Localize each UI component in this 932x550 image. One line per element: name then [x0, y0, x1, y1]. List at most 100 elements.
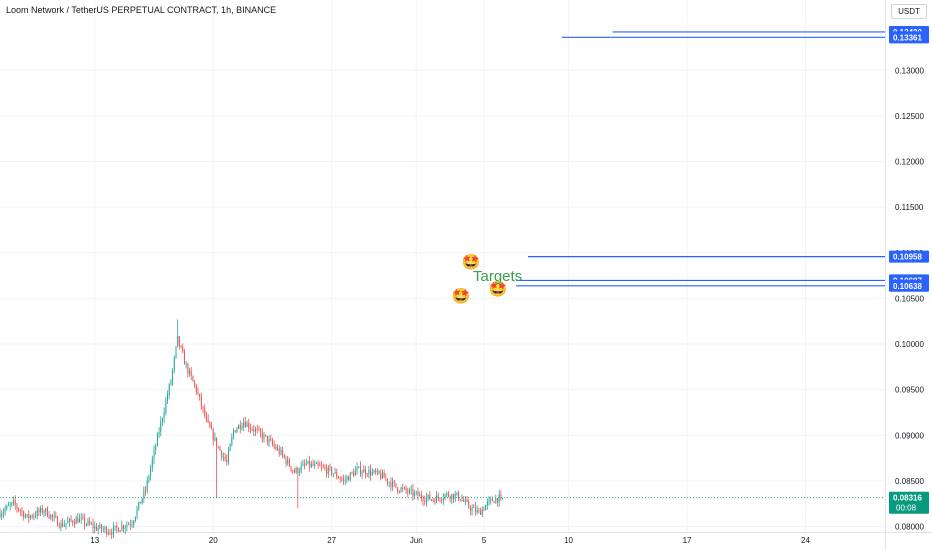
candle-body: [348, 476, 350, 481]
candle-body: [205, 416, 207, 419]
currency-button[interactable]: USDT: [891, 4, 927, 19]
candle-body: [483, 509, 485, 511]
candle-body: [310, 463, 312, 467]
candle-body: [107, 532, 109, 534]
candle-body: [136, 508, 138, 517]
candle-body: [114, 525, 116, 527]
candle-body: [478, 509, 480, 511]
candle-body: [315, 463, 317, 464]
candle-body: [309, 460, 311, 467]
candle-body: [95, 526, 97, 531]
candle-body: [263, 434, 265, 439]
candle-body: [458, 492, 460, 500]
candle-body: [70, 518, 72, 521]
candle-body: [111, 532, 113, 535]
candle-body: [13, 500, 15, 503]
candle-body: [260, 429, 262, 433]
candle-body: [277, 448, 279, 450]
candle-body: [68, 518, 70, 522]
candle-body: [211, 427, 213, 430]
candle-body: [104, 527, 106, 530]
candle-body: [75, 518, 77, 524]
candle-body: [185, 364, 187, 366]
candle-body: [383, 472, 385, 478]
candle-body: [182, 347, 184, 353]
candle-body: [471, 508, 473, 512]
candle-body: [327, 466, 329, 474]
candle-body: [84, 517, 86, 525]
candle-body: [366, 474, 368, 476]
candle-body: [332, 473, 334, 475]
candle-body: [446, 492, 448, 495]
candle-body: [72, 520, 74, 524]
candle-body: [219, 446, 221, 451]
candle-body: [341, 479, 343, 481]
candle-body: [331, 467, 333, 475]
candle-body: [236, 428, 238, 433]
candle-body: [101, 524, 103, 530]
candle-body: [165, 400, 167, 413]
candle-body: [160, 421, 162, 433]
candle-body: [283, 454, 285, 458]
candle-body: [425, 497, 427, 502]
star-struck-emoji-icon: 🤩: [452, 287, 471, 305]
candle-body: [439, 497, 441, 500]
candle-body: [454, 494, 456, 500]
y-tick-label: 0.08000: [895, 523, 924, 532]
candle-body: [163, 412, 165, 419]
candle-body: [183, 352, 185, 365]
candle-body: [209, 422, 211, 428]
candle-body: [178, 336, 180, 346]
candle-body: [431, 499, 433, 501]
candle-body: [476, 509, 478, 513]
candle-body: [112, 526, 114, 535]
candle-body: [231, 436, 233, 445]
candle-body: [427, 494, 429, 498]
candle-body: [28, 514, 30, 518]
candle-body: [233, 430, 235, 437]
candle-body: [7, 505, 9, 507]
candle-body: [224, 456, 226, 460]
candle-body: [239, 424, 241, 429]
candle-body: [55, 515, 57, 517]
candle-body: [343, 479, 345, 481]
candle-body: [187, 364, 189, 374]
candle-body: [126, 524, 128, 528]
candle-body: [121, 525, 123, 531]
candle-body: [288, 459, 290, 467]
candle-body: [41, 507, 43, 513]
candle-body: [485, 505, 487, 511]
candle-body: [336, 472, 338, 478]
candle-body: [444, 494, 446, 499]
candle-body: [221, 450, 223, 458]
candle-body: [354, 470, 356, 476]
candle-body: [410, 489, 412, 491]
candle-body: [304, 463, 306, 465]
y-tick-label: 0.10500: [895, 294, 924, 303]
candle-body: [422, 498, 424, 501]
candle-body: [90, 523, 92, 525]
candle-body: [31, 515, 33, 517]
candle-body: [2, 511, 4, 515]
candle-body: [256, 429, 258, 431]
candle-body: [124, 527, 126, 529]
candle-body: [464, 499, 466, 502]
candle-body: [73, 523, 75, 524]
candle-body: [9, 504, 11, 506]
star-struck-emoji-icon: 🤩: [489, 280, 508, 298]
candle-body: [491, 498, 493, 502]
candle-body: [419, 494, 421, 497]
y-tick-label: 0.12000: [895, 158, 924, 167]
candle-body: [63, 524, 65, 527]
candle-body: [297, 467, 299, 473]
candle-body: [414, 492, 416, 496]
candle-body: [244, 422, 246, 427]
candle-body: [158, 432, 160, 435]
candle-body: [97, 528, 99, 531]
candle-body: [251, 428, 253, 430]
candle-body: [353, 472, 355, 476]
candle-body: [79, 518, 81, 523]
candle-body: [234, 430, 236, 433]
candle-body: [109, 532, 111, 534]
